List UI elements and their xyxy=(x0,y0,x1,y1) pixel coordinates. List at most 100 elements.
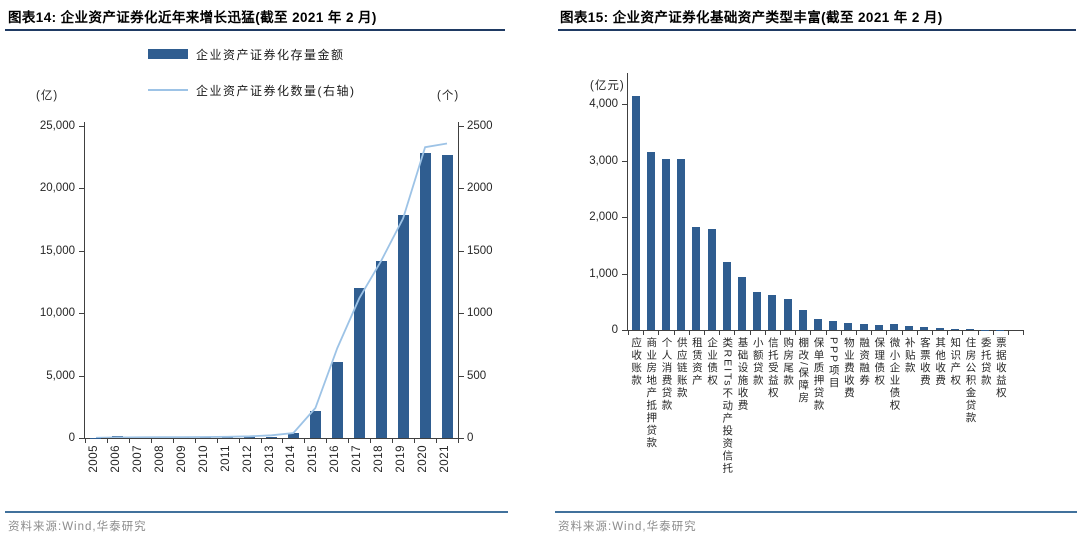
bar xyxy=(798,310,807,330)
y-tick-right xyxy=(459,438,464,439)
bar xyxy=(631,95,640,330)
x-axis-label: 2010 xyxy=(197,445,210,473)
x-tick xyxy=(436,439,438,443)
x-axis-label: 2020 xyxy=(417,445,430,473)
bar xyxy=(266,436,277,438)
x-tick xyxy=(238,439,240,443)
bar xyxy=(707,229,716,330)
right-axis-unit: (个) xyxy=(437,90,460,102)
y-tick-label-left: 15,000 xyxy=(39,244,75,257)
x-axis-label: PPP项目 xyxy=(827,337,840,390)
x-axis-label: 住房公积金贷款 xyxy=(964,337,977,425)
bar xyxy=(950,329,959,330)
figure-15-source-note: 资料来源:Wind,华泰研究 xyxy=(558,521,697,533)
x-axis-label: 供应链账款 xyxy=(675,337,688,400)
y-tick-label-left: 5,000 xyxy=(46,369,75,382)
x-tick xyxy=(992,331,994,335)
x-axis-label: 补贴款 xyxy=(903,337,916,375)
bar xyxy=(859,323,868,330)
bar xyxy=(287,433,299,438)
x-tick xyxy=(458,439,459,443)
figure-14-chart: 0 5,000 10,000 15,000 20,000 25,000 0 500 1000 15… xyxy=(39,120,493,473)
x-axis-label: 2016 xyxy=(329,445,342,473)
figure-14-source-note: 资料来源:Wind,华泰研究 xyxy=(8,521,147,533)
bar xyxy=(677,159,686,330)
x-axis-label: 小额贷款 xyxy=(751,337,764,387)
x-axis-label: 2012 xyxy=(241,445,254,473)
x-tick xyxy=(658,331,660,335)
y-tick xyxy=(622,330,627,331)
y-tick-right xyxy=(459,250,464,252)
bar xyxy=(419,152,431,438)
bar xyxy=(814,318,822,330)
x-tick xyxy=(886,331,888,335)
y-tick xyxy=(622,273,627,275)
bar xyxy=(375,260,387,438)
y-tick-left xyxy=(79,250,84,252)
y-axis-left xyxy=(84,122,85,439)
y-tick-left xyxy=(79,126,84,127)
x-tick xyxy=(901,331,903,335)
x-tick xyxy=(780,331,781,335)
bar-series-label: 企业资产证券化存量金额 xyxy=(196,47,345,62)
figure-14-source-divider xyxy=(5,511,508,513)
x-axis-label: 其他收费 xyxy=(934,337,947,387)
y-tick-label-left: 20,000 xyxy=(39,182,75,195)
y-tick-label: 0 xyxy=(611,324,618,336)
y-tick-label-right: 2500 xyxy=(467,120,493,132)
bar xyxy=(753,291,762,330)
x-tick xyxy=(947,331,949,335)
x-tick xyxy=(348,439,350,443)
y-tick xyxy=(622,104,627,105)
x-axis-label: 2018 xyxy=(373,445,386,473)
x-axis-label: 2011 xyxy=(219,445,232,472)
bar xyxy=(222,437,234,438)
y-axis-unit: (亿元) xyxy=(590,80,625,92)
x-axis-label: 2006 xyxy=(109,445,122,473)
y-tick-left xyxy=(79,375,84,377)
x-tick xyxy=(719,331,721,335)
y-tick-left xyxy=(79,313,84,315)
y-tick-label: 4,000 xyxy=(589,98,618,110)
x-axis-label: 2015 xyxy=(307,445,320,473)
x-tick xyxy=(916,331,918,335)
bar xyxy=(768,294,777,330)
figure-14-title: 图表14: 企业资产证券化近年来增长迅猛(截至 2021 年 2 月) xyxy=(8,10,377,25)
bar xyxy=(692,226,701,330)
bar xyxy=(244,437,256,438)
x-tick xyxy=(764,331,766,335)
x-axis-label: 2009 xyxy=(175,445,188,473)
line-series-label: 企业资产证券化数量(右轴) xyxy=(196,83,356,98)
figure-15-chart: 0 1,000 2,000 3,000 4,000 应收账款 商业房地产抵押贷款 个人消费贷款… xyxy=(540,0,1080,543)
y-tick-label: 3,000 xyxy=(589,154,618,167)
x-axis-label: 2005 xyxy=(87,445,100,473)
y-tick-label: 1,000 xyxy=(589,267,618,280)
x-axis-label: 个人消费贷款 xyxy=(660,337,673,412)
x-tick xyxy=(977,331,979,335)
line-series xyxy=(95,142,448,438)
y-tick-right xyxy=(459,188,464,190)
y-tick-label-right: 0 xyxy=(467,432,474,444)
line-series-swatch xyxy=(148,88,188,92)
x-tick xyxy=(172,439,174,443)
figure-15-title-underline xyxy=(558,29,1076,31)
bar xyxy=(966,329,974,330)
y-tick-label: 2,000 xyxy=(589,211,618,223)
bar xyxy=(397,214,409,438)
y-tick-label-right: 500 xyxy=(467,369,487,382)
x-axis-label: 棚改/保障房 xyxy=(797,337,810,405)
x-axis-label: 委托贷款 xyxy=(979,337,992,387)
x-axis-label: 信托受益权 xyxy=(766,337,779,400)
x-axis-label: 客票收费 xyxy=(918,337,931,387)
x-axis-label: 物业费收费 xyxy=(842,337,855,400)
y-tick-left xyxy=(79,438,84,439)
figure-15-panel: 图表15: 企业资产证券化基础资产类型丰富(截至 2021 年 2 月) (亿元… xyxy=(540,0,1080,543)
x-tick xyxy=(825,331,827,335)
x-tick xyxy=(414,439,416,443)
y-axis xyxy=(627,73,628,331)
x-tick xyxy=(962,331,964,335)
x-tick xyxy=(871,331,873,335)
x-tick xyxy=(688,331,690,335)
y-tick xyxy=(622,217,627,218)
x-tick xyxy=(194,439,196,443)
